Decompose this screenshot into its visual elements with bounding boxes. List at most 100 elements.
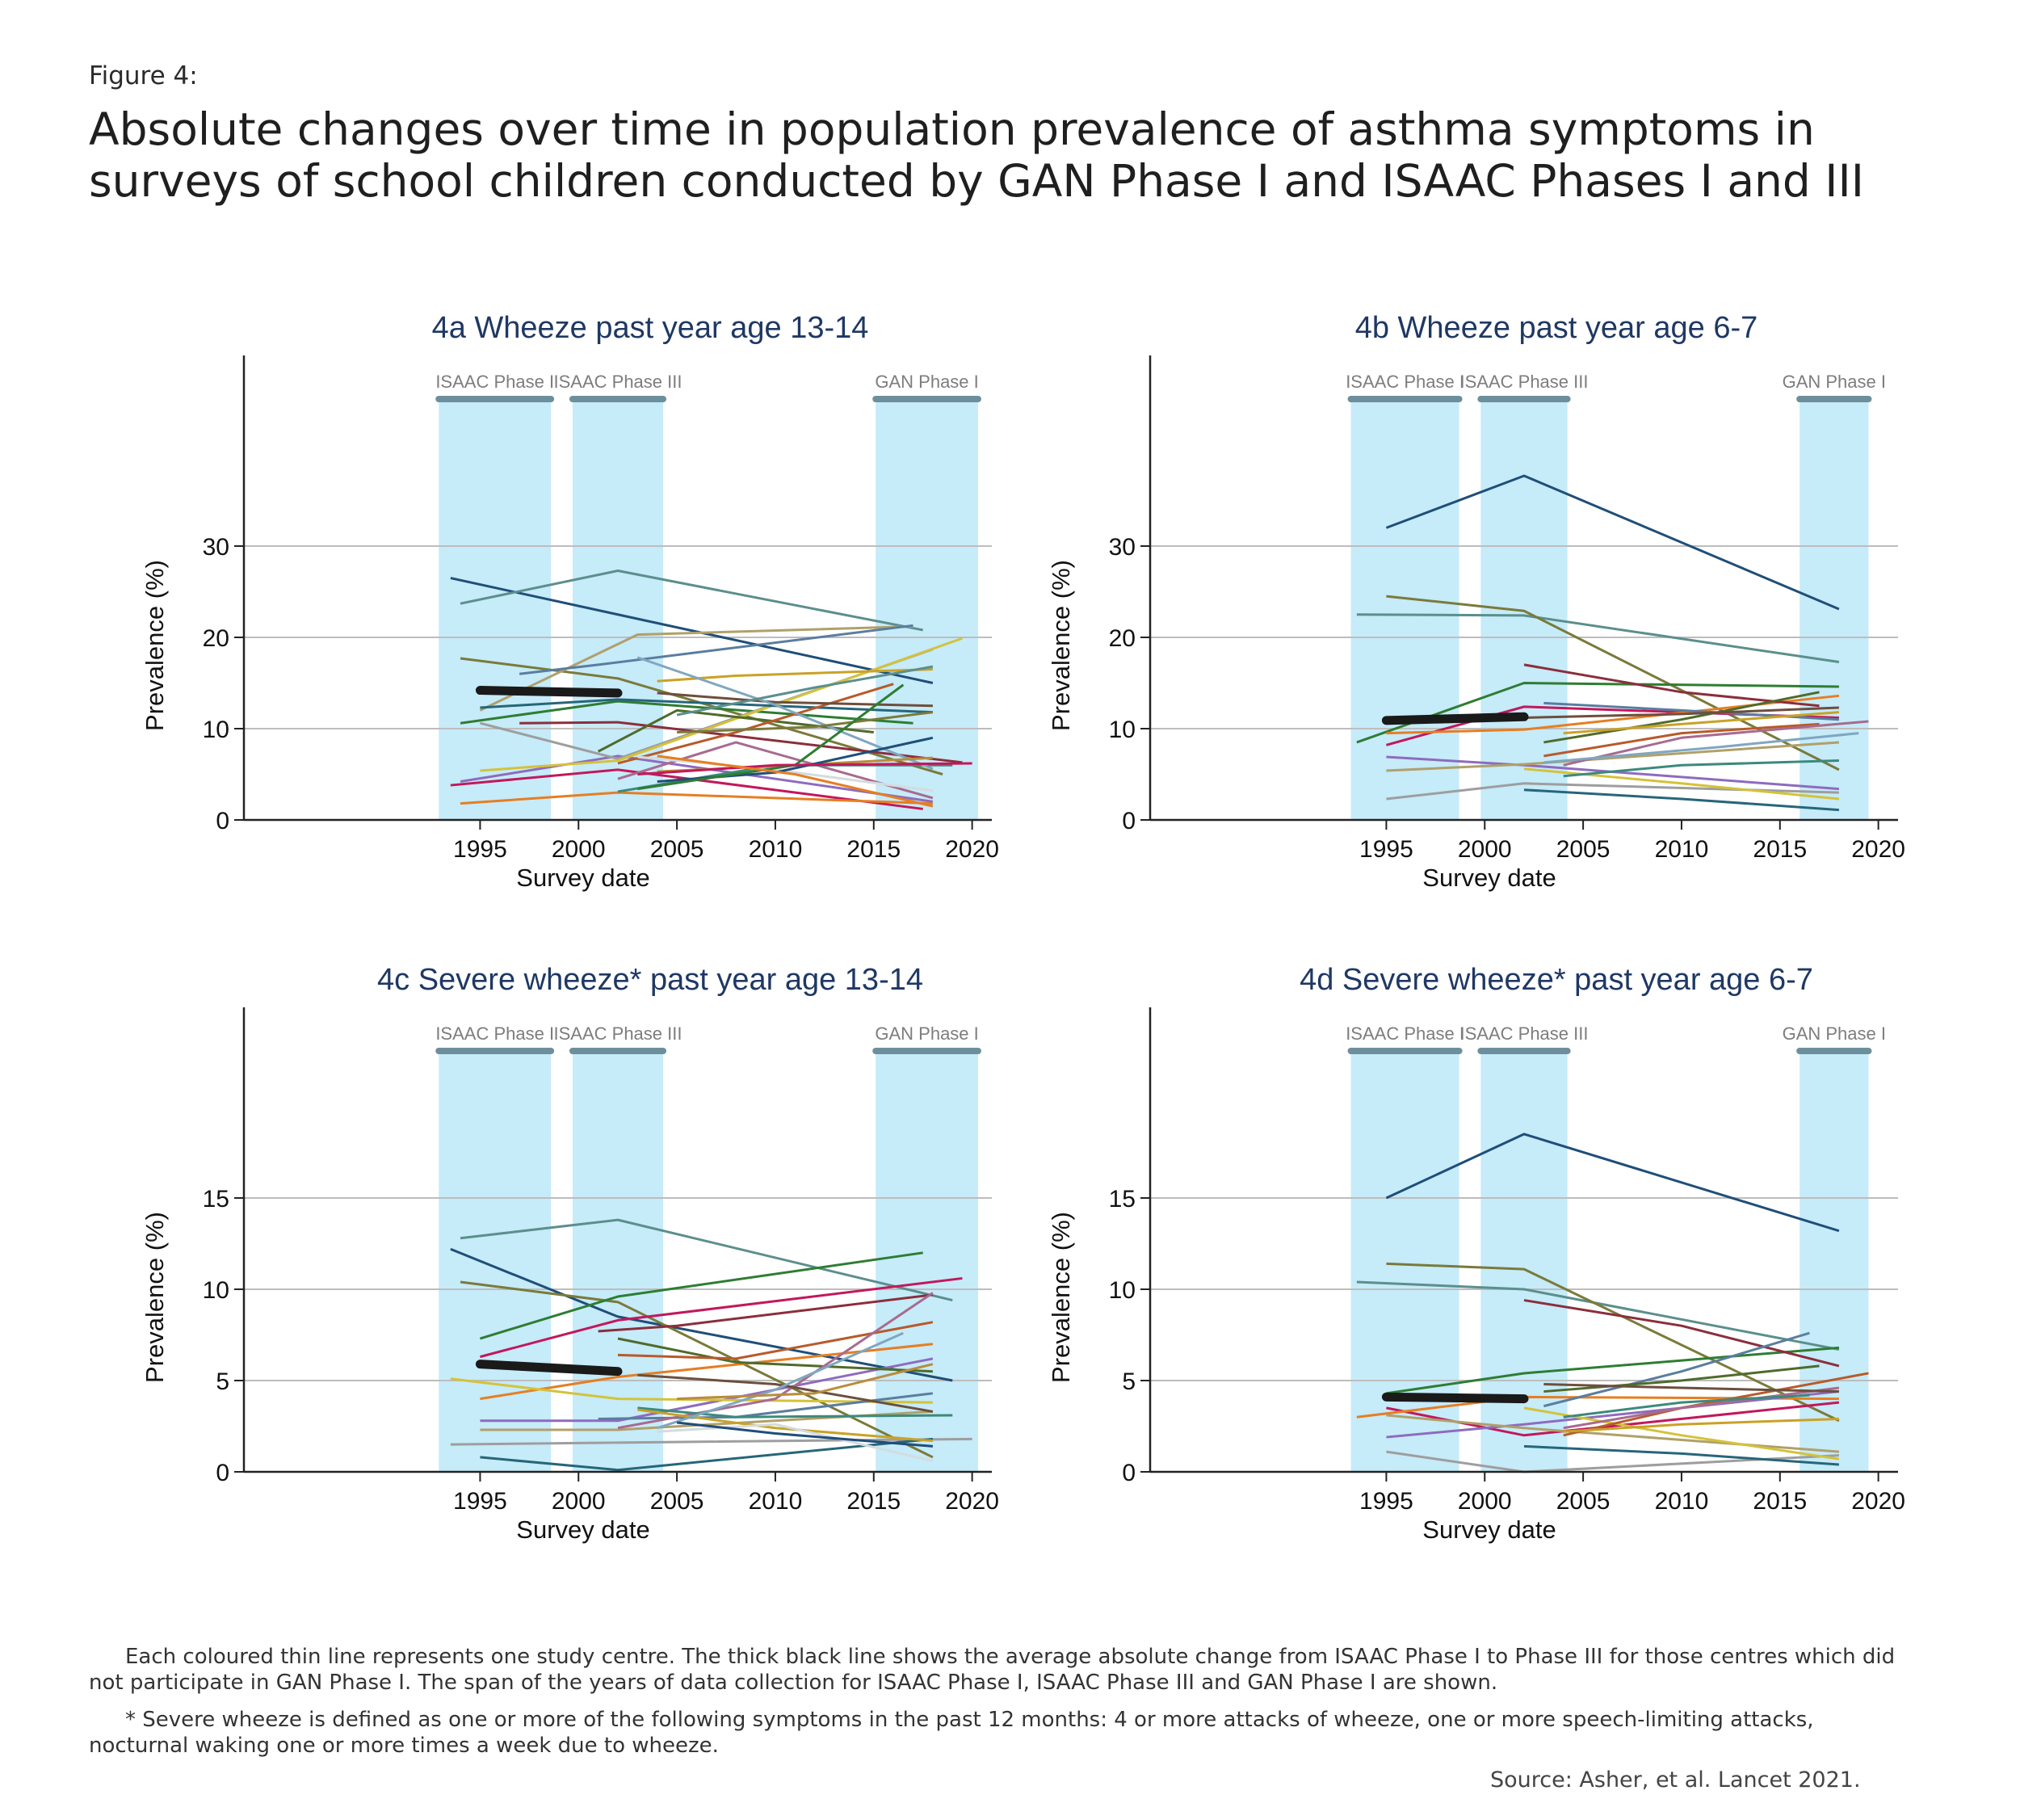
- series-line: [1386, 741, 1839, 772]
- x-tick-label: 2020: [1851, 1488, 1905, 1515]
- series-line: [657, 691, 933, 708]
- series-line: [1563, 711, 1840, 735]
- mean-change-line: [1381, 712, 1529, 725]
- series-line: [480, 698, 933, 714]
- series-line: [657, 1331, 904, 1430]
- series-line: [480, 1357, 934, 1423]
- series-line: [519, 721, 963, 764]
- mean-change-line: [475, 686, 623, 698]
- series-line: [1523, 1406, 1840, 1461]
- phase-label: GAN Phase I: [875, 1023, 978, 1044]
- x-tick-label: 1995: [1359, 1488, 1413, 1515]
- y-tick-label: 10: [203, 717, 229, 743]
- phase-label: GAN Phase I: [1783, 1023, 1886, 1044]
- x-tick-label: 2000: [552, 1488, 606, 1515]
- x-tick-label: 2020: [945, 1488, 999, 1515]
- chart-4d-plot: 4d Severe wheeze* past year age 6-7 ISAAC…: [1047, 963, 1905, 1544]
- y-tick-label: 0: [1122, 1460, 1136, 1486]
- series-line: [450, 768, 923, 810]
- series-line: [460, 700, 913, 725]
- chart-4b: 4b Wheeze past year age 6-7 ISAAC Phase I…: [995, 307, 1905, 945]
- x-tick-label: 2005: [1556, 1488, 1611, 1515]
- series-line: [637, 762, 972, 775]
- y-axis-label: Prevalence (%): [1047, 1212, 1075, 1383]
- x-axis-label: Survey date: [1422, 1515, 1556, 1544]
- y-axis-label: Prevalence (%): [141, 1212, 169, 1383]
- x-tick-label: 2015: [1753, 836, 1807, 863]
- x-tick-label: 2015: [1753, 1488, 1807, 1515]
- x-tick-label: 1995: [1359, 836, 1413, 863]
- series-line: [657, 668, 933, 683]
- x-tick-label: 2020: [945, 836, 999, 863]
- phase-label: ISAAC Phase I: [435, 372, 554, 392]
- phase-band: [876, 399, 978, 820]
- series-line: [1523, 1299, 1840, 1368]
- y-tick-label: 20: [1109, 625, 1136, 652]
- chart-title: 4b Wheeze past year age 6-7: [1355, 311, 1758, 345]
- phase-label: ISAAC Phase I: [1346, 1023, 1464, 1044]
- series-line: [617, 741, 934, 800]
- chart-4b-plot: 4b Wheeze past year age 6-7 ISAAC Phase I…: [1047, 311, 1905, 892]
- y-tick-label: 10: [203, 1277, 229, 1304]
- phase-band: [439, 1051, 552, 1472]
- series-line: [480, 1276, 963, 1359]
- figure-notes: Each coloured thin line represents one s…: [89, 1644, 1906, 1770]
- y-tick-label: 0: [216, 808, 229, 834]
- phase-label: GAN Phase I: [875, 372, 978, 392]
- figure-title: Absolute changes over time in population…: [89, 103, 1864, 207]
- series-line: [480, 1343, 934, 1401]
- y-tick-label: 5: [216, 1368, 229, 1395]
- series-line: [1523, 767, 1840, 801]
- source-citation: Source: Asher, et al. Lancet 2021.: [1490, 1767, 1861, 1793]
- series-line: [617, 1292, 934, 1430]
- series-line: [637, 1373, 934, 1413]
- x-tick-label: 2010: [1655, 1488, 1709, 1515]
- phase-band: [876, 1051, 978, 1472]
- series-line: [480, 1410, 933, 1431]
- x-tick-label: 2000: [1458, 1488, 1512, 1515]
- phase-label: ISAAC Phase III: [1460, 372, 1589, 392]
- y-tick-label: 15: [203, 1186, 229, 1213]
- series-line: [637, 1406, 953, 1419]
- y-tick-label: 15: [1109, 1186, 1136, 1213]
- series-line: [1543, 1364, 1820, 1393]
- series-line: [597, 708, 874, 753]
- series-line: [450, 1377, 933, 1404]
- y-tick-label: 10: [1109, 717, 1136, 743]
- series-line: [1386, 694, 1840, 735]
- x-tick-label: 2005: [650, 836, 704, 863]
- x-tick-label: 2010: [749, 1488, 803, 1515]
- series-line: [460, 754, 934, 803]
- series-line: [637, 755, 934, 792]
- series-line: [1523, 1444, 1839, 1466]
- y-tick-label: 20: [203, 625, 229, 652]
- series-line: [479, 1251, 923, 1340]
- x-tick-label: 2015: [846, 1488, 901, 1515]
- phase-band: [572, 1051, 664, 1472]
- series-line: [677, 711, 934, 734]
- series-line: [1356, 613, 1840, 663]
- series-line: [1543, 732, 1859, 764]
- x-tick-label: 2000: [552, 836, 606, 863]
- y-tick-label: 10: [1109, 1277, 1136, 1304]
- mean-change-line: [1381, 1392, 1529, 1404]
- x-tick-label: 1995: [453, 836, 507, 863]
- x-tick-label: 1995: [453, 1488, 507, 1515]
- note-severe-wheeze: * Severe wheeze is defined as one or mor…: [89, 1708, 1814, 1758]
- x-tick-label: 2005: [1556, 836, 1611, 863]
- series-line: [1386, 1262, 1840, 1423]
- series-line: [460, 570, 923, 632]
- x-tick-label: 2015: [846, 836, 901, 863]
- y-tick-label: 30: [1109, 534, 1136, 561]
- series-line: [657, 754, 934, 808]
- series-line: [637, 1408, 934, 1443]
- series-line: [460, 1218, 953, 1302]
- x-axis-label: Survey date: [1422, 864, 1556, 892]
- y-axis-label: Prevalence (%): [141, 560, 169, 731]
- chart-4a-plot: 4a Wheeze past year age 13-14 ISAAC Phase…: [141, 311, 999, 892]
- chart-title: 4a Wheeze past year age 13-14: [432, 311, 869, 345]
- note-lines: Each coloured thin line represents one s…: [89, 1645, 1896, 1695]
- figure-label: Figure 4:: [89, 61, 198, 90]
- series-line: [636, 656, 934, 771]
- series-line: [450, 1247, 953, 1382]
